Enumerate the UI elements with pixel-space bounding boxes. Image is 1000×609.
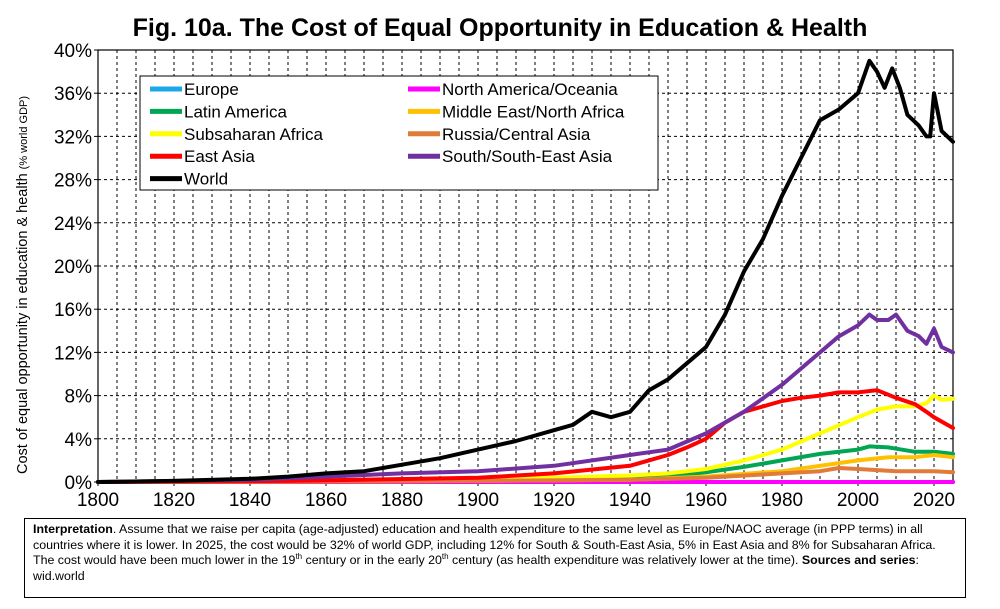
line-chart: 0% 4% 8% 12% 16% 20% 24% 28% 32% 36% 40% 1800 1820 18… <box>15 41 955 511</box>
x-tick-label: 1840 <box>229 490 271 511</box>
y-tick-label: 36% <box>54 84 92 105</box>
legend-label: World <box>184 170 228 189</box>
interpretation-sup-1: th <box>295 551 303 561</box>
y-tick-label: 24% <box>54 214 92 235</box>
series-line-subsaharan-africa <box>96 393 955 484</box>
interpretation-sup-2: th <box>441 551 449 561</box>
x-tick-label: 1820 <box>153 490 195 511</box>
y-axis-title: Cost of equal opportunity in education &… <box>15 96 31 474</box>
y-tick-label: 12% <box>54 343 92 364</box>
x-tick-label: 1940 <box>609 490 651 511</box>
x-tick-label: 1880 <box>381 490 423 511</box>
interpretation-box: Interpretation. Assume that we raise per… <box>24 518 966 598</box>
y-tick-label: 16% <box>54 300 92 321</box>
series-line-south-south-east-asia <box>96 312 955 484</box>
legend: Europe North America/Oceania Latin America… <box>139 75 659 191</box>
sources-label: Sources and series <box>801 553 916 567</box>
axes: 0% 4% 8% 12% 16% 20% 24% 28% 32% 36% 40% 1800 1820 18… <box>54 41 955 511</box>
x-tick-label: 1960 <box>685 490 727 511</box>
interpretation-text-2: century or in the early 20 <box>302 553 442 567</box>
legend-label: Middle East/North Africa <box>442 102 625 121</box>
x-tick-label: 1800 <box>77 490 119 511</box>
y-axis-label: Cost of equal opportunity in education &… <box>15 96 31 474</box>
legend-label: Latin America <box>184 102 288 121</box>
y-axis-title-unit: (% world GDP) <box>18 96 30 169</box>
x-tick-label: 1860 <box>305 490 347 511</box>
x-tick-label: 2020 <box>913 490 955 511</box>
series-lines <box>96 58 955 484</box>
x-tick-label: 1920 <box>533 490 575 511</box>
legend-box <box>139 75 659 191</box>
legend-label: Europe <box>184 80 239 99</box>
x-tick-label: 1900 <box>457 490 499 511</box>
y-tick-label: 4% <box>65 430 93 451</box>
legend-label: Russia/Central Asia <box>442 125 591 144</box>
series-line-russia-central-asia <box>96 466 955 484</box>
series-line-world <box>96 58 955 484</box>
legend-label: East Asia <box>184 147 255 166</box>
sources-text: : wid.world <box>33 553 919 583</box>
legend-label: Subsaharan Africa <box>184 125 323 144</box>
legend-label: North America/Oceania <box>442 80 618 99</box>
x-tick-label: 1980 <box>761 490 803 511</box>
y-tick-label: 8% <box>65 387 93 408</box>
interpretation-text-1: . Assume that we raise per capita (age-a… <box>33 522 936 567</box>
interpretation-label: Interpretation <box>33 522 113 536</box>
x-tick-label: 2000 <box>837 490 879 511</box>
y-axis-title-main: Cost of equal opportunity in education &… <box>15 173 31 474</box>
legend-label: South/South-East Asia <box>442 147 613 166</box>
series-line-east-asia <box>96 388 955 484</box>
y-tick-label: 0% <box>65 473 93 494</box>
y-tick-label: 40% <box>54 41 92 62</box>
interpretation-text-3: century (as health expenditure was relat… <box>448 553 802 567</box>
y-tick-label: 28% <box>54 171 92 192</box>
y-tick-label: 20% <box>54 257 92 278</box>
y-tick-label: 32% <box>54 127 92 148</box>
chart-title: Fig. 10a. The Cost of Equal Opportunity … <box>132 14 868 42</box>
